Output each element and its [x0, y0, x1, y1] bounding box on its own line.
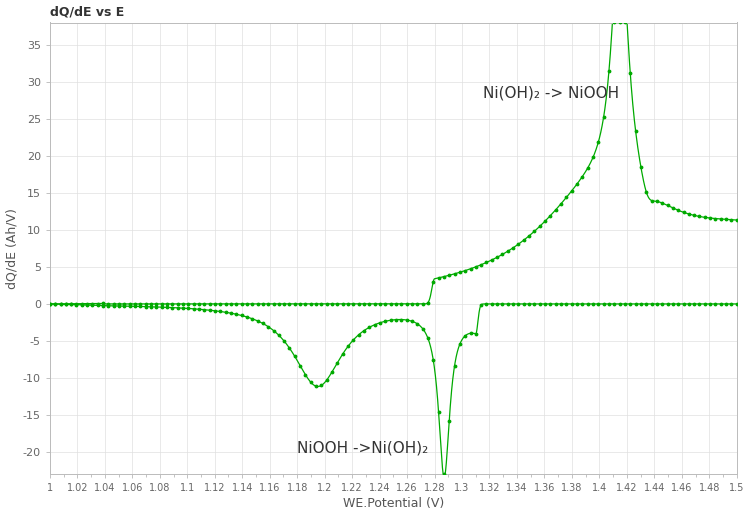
Text: Ni(OH)₂ -> NiOOH: Ni(OH)₂ -> NiOOH — [482, 85, 619, 100]
Y-axis label: dQ/dE (Ah/V): dQ/dE (Ah/V) — [5, 208, 19, 289]
Text: dQ/dE vs E: dQ/dE vs E — [50, 6, 124, 19]
X-axis label: WE.Potential (V): WE.Potential (V) — [343, 497, 444, 510]
Text: NiOOH ->Ni(OH)₂: NiOOH ->Ni(OH)₂ — [297, 441, 428, 456]
